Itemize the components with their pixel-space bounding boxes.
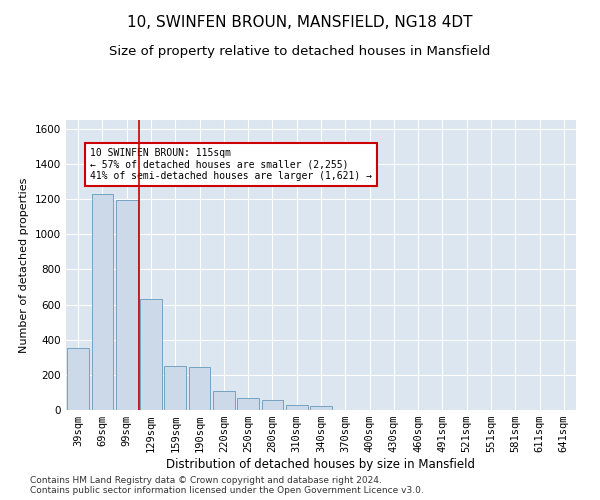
Text: Contains HM Land Registry data © Crown copyright and database right 2024.
Contai: Contains HM Land Registry data © Crown c…	[30, 476, 424, 495]
Bar	[237, 398, 259, 410]
Bar	[188, 367, 211, 410]
X-axis label: Distribution of detached houses by size in Mansfield: Distribution of detached houses by size …	[167, 458, 476, 471]
Bar	[91, 194, 113, 410]
Text: Size of property relative to detached houses in Mansfield: Size of property relative to detached ho…	[109, 45, 491, 58]
Text: 10, SWINFEN BROUN, MANSFIELD, NG18 4DT: 10, SWINFEN BROUN, MANSFIELD, NG18 4DT	[127, 15, 473, 30]
Y-axis label: Number of detached properties: Number of detached properties	[19, 178, 29, 352]
Text: 10 SWINFEN BROUN: 115sqm
← 57% of detached houses are smaller (2,255)
41% of sem: 10 SWINFEN BROUN: 115sqm ← 57% of detach…	[90, 148, 372, 182]
Bar	[140, 300, 162, 410]
Bar	[67, 348, 89, 410]
Bar	[116, 200, 137, 410]
Bar	[286, 404, 308, 410]
Bar	[213, 390, 235, 410]
Bar	[164, 366, 186, 410]
Bar	[310, 406, 332, 410]
Bar	[262, 400, 283, 410]
